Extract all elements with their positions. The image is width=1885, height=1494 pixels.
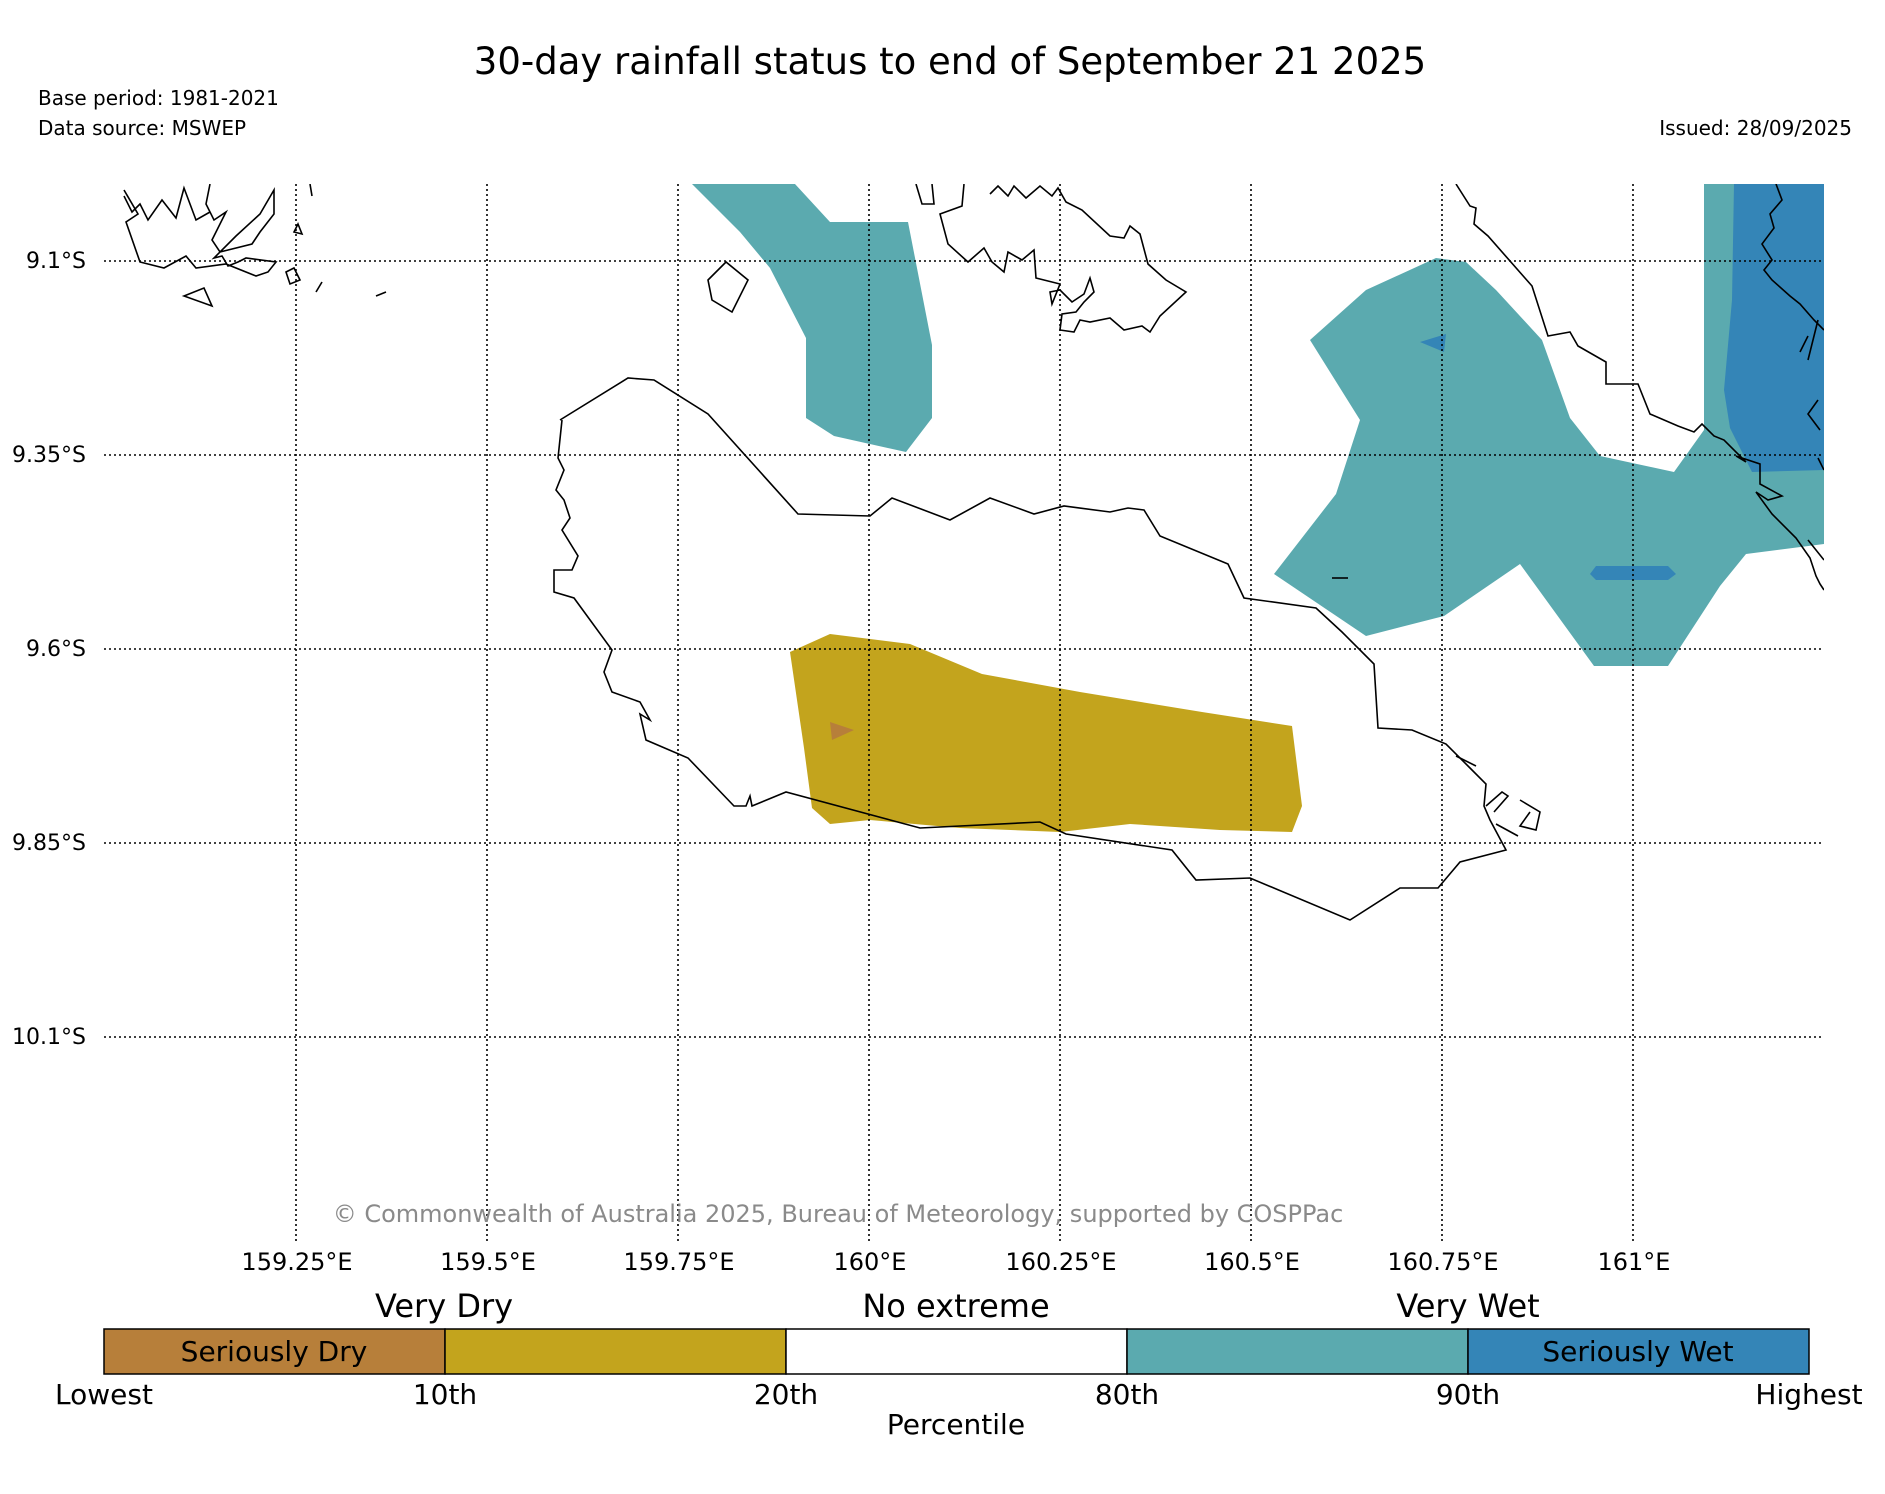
map-title: 30-day rainfall status to end of Septemb…: [474, 40, 1426, 83]
legend-label-seriously-wet: Seriously Wet: [1542, 1335, 1733, 1368]
coastline-nw-islet-4: [292, 222, 304, 236]
longitude-label: 159.75°E: [623, 1248, 734, 1276]
longitude-label: 161°E: [1598, 1248, 1671, 1276]
legend-tick-label: 10th: [413, 1378, 477, 1411]
legend-tick-label: 90th: [1436, 1378, 1500, 1411]
longitude-label: 160.5°E: [1204, 1248, 1300, 1276]
longitude-label: 160.25°E: [1005, 1248, 1116, 1276]
legend-heading-very-dry: Very Dry: [375, 1287, 513, 1325]
issued-date-text: Issued: 28/09/2025: [1659, 116, 1852, 140]
latitude-labels: 9.1°S 9.35°S 9.6°S 9.85°S 10.1°S: [12, 249, 86, 1050]
legend-segment-very-dry: [444, 1328, 787, 1375]
legend-segment-very-wet: [1126, 1328, 1469, 1375]
legend-segment-no-extreme: [785, 1328, 1128, 1375]
legend-axis-label: Percentile: [887, 1408, 1025, 1441]
longitude-label: 160°E: [834, 1248, 907, 1276]
coastline-se-islet-1: [1485, 790, 1510, 813]
coastline-nw-islet-3: [315, 281, 323, 293]
coastline-malaita-west: [1455, 184, 1824, 591]
coastline-nw-islet-2: [285, 266, 302, 286]
legend-tick-label: Highest: [1755, 1378, 1862, 1411]
coastline-malaita-east: [1761, 184, 1824, 331]
seriously-wet-spot-2: [1590, 566, 1676, 580]
coastline-nw-island-2: [123, 185, 211, 222]
coastline-nw-islet-6: [375, 291, 387, 297]
legend-segment-seriously-wet: [1467, 1328, 1810, 1375]
legend-label-seriously-dry: Seriously Dry: [181, 1335, 368, 1368]
seriously-wet-region-northeast: [1724, 184, 1824, 472]
legend-heading-no-extreme: No extreme: [862, 1287, 1049, 1325]
very-wet-region-north: [692, 184, 932, 452]
percentile-legend: Very Dry No extreme Very Wet Seriously D…: [55, 1287, 1863, 1441]
longitude-label: 159.25°E: [241, 1248, 352, 1276]
longitude-labels: 159.25°E 159.5°E 159.75°E 160°E 160.25°E…: [241, 1248, 1670, 1276]
latitude-label: 10.1°S: [12, 1025, 86, 1050]
data-source-text: Data source: MSWEP: [38, 116, 246, 140]
coastline-nw-islet-1: [181, 286, 214, 308]
coastline-north-islet: [707, 260, 750, 314]
coastline-se-islet-4: [1455, 755, 1477, 767]
base-period-text: Base period: 1981-2021: [38, 86, 279, 110]
latitude-label: 9.6°S: [26, 637, 86, 662]
coastline-florida-islands: [915, 184, 1188, 334]
very-dry-region: [790, 634, 1302, 832]
very-wet-region-east: [1274, 184, 1824, 666]
graticule: [104, 184, 1824, 1241]
latitude-label: 9.1°S: [26, 249, 86, 274]
coastline-nw-islands: [123, 184, 278, 277]
coastlines: [123, 184, 1824, 921]
legend-heading-very-wet: Very Wet: [1396, 1287, 1539, 1325]
longitude-label: 159.5°E: [440, 1248, 536, 1276]
latitude-label: 9.85°S: [12, 831, 86, 856]
legend-tick-label: Lowest: [55, 1378, 153, 1411]
legend-tick-label: 80th: [1095, 1378, 1159, 1411]
coastline-nw-islet-5: [309, 184, 313, 197]
copyright-text: © Commonwealth of Australia 2025, Bureau…: [333, 1200, 1344, 1228]
coastline-guadalcanal: [553, 377, 1508, 921]
coastline-malaita-bits: [1799, 319, 1824, 561]
map-area: © Commonwealth of Australia 2025, Bureau…: [104, 184, 1824, 1241]
seriously-dry-spot: [830, 722, 854, 740]
coastline-se-islet-2: [1518, 799, 1541, 831]
seriously-wet-spot-1: [1420, 334, 1446, 352]
latitude-label: 9.35°S: [12, 443, 86, 468]
longitude-label: 160.75°E: [1387, 1248, 1498, 1276]
legend-tick-label: 20th: [754, 1378, 818, 1411]
coastline-se-islet-3: [1495, 823, 1519, 837]
